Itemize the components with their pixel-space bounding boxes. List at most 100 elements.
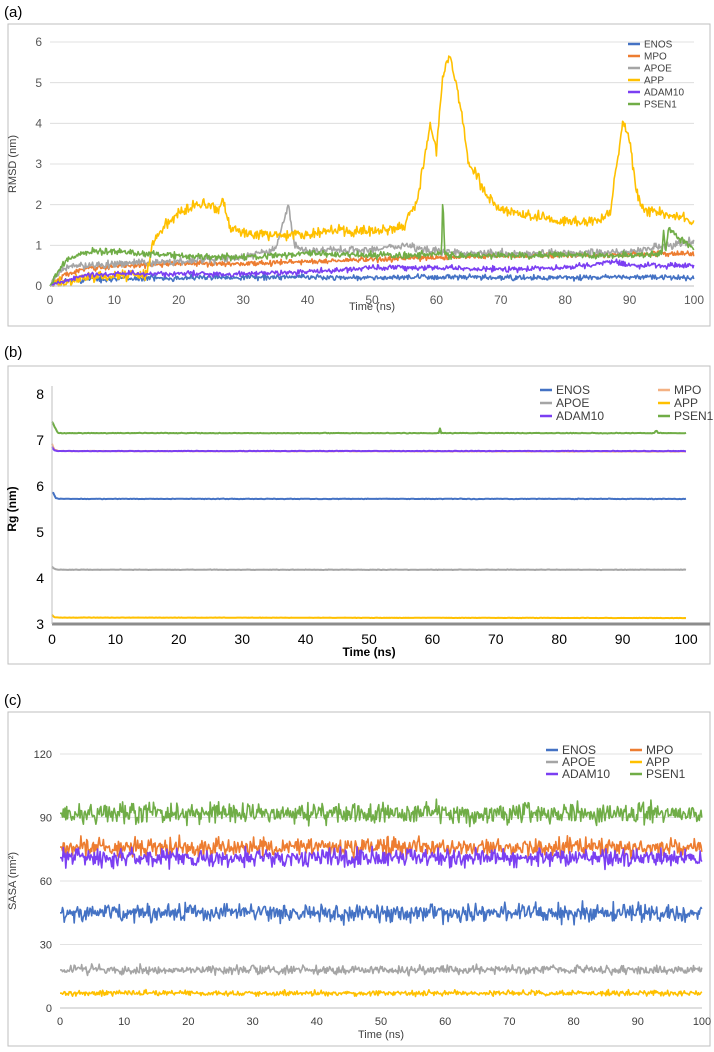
series-line-apoe bbox=[59, 963, 703, 977]
chart-frame bbox=[7, 23, 711, 327]
x-tick-label: 80 bbox=[551, 631, 567, 647]
series-line-enos bbox=[59, 900, 703, 926]
y-tick-label: 3 bbox=[36, 616, 44, 632]
legend-label-mpo: MPO bbox=[644, 52, 667, 63]
x-tick-label: 50 bbox=[361, 631, 377, 647]
y-tick-label: 3 bbox=[35, 157, 42, 171]
y-tick-label: 4 bbox=[36, 570, 44, 586]
series-line-apoe bbox=[51, 565, 687, 572]
y-tick-label: 1 bbox=[35, 239, 42, 253]
legend-label-mpo: MPO bbox=[674, 383, 701, 397]
y-axis-title: Rg (nm) bbox=[5, 486, 19, 531]
x-tick-label: 100 bbox=[684, 293, 704, 307]
series-line-psen1 bbox=[49, 203, 695, 287]
x-tick-label: 70 bbox=[503, 1016, 515, 1028]
x-tick-label: 0 bbox=[48, 631, 56, 647]
x-tick-label: 30 bbox=[234, 631, 250, 647]
legend-label-app: APP bbox=[646, 755, 670, 769]
x-tick-label: 40 bbox=[301, 293, 315, 307]
x-tick-label: 60 bbox=[425, 631, 441, 647]
legend-label-enos: ENOS bbox=[562, 743, 596, 757]
series-lines bbox=[51, 421, 687, 620]
y-tick-label: 30 bbox=[40, 939, 52, 951]
y-axis: 3 4 5 6 7 8 bbox=[36, 386, 53, 632]
legend-label-adam10: ADAM10 bbox=[556, 409, 604, 423]
x-axis-title: Time (ns) bbox=[349, 301, 395, 313]
grid-lines bbox=[50, 41, 694, 246]
y-tick-label: 120 bbox=[34, 749, 52, 761]
series-line-app bbox=[49, 55, 695, 287]
x-tick-label: 80 bbox=[567, 1016, 579, 1028]
legend-label-enos: ENOS bbox=[644, 40, 673, 51]
y-tick-label: 6 bbox=[36, 478, 44, 494]
series-line-psen1 bbox=[51, 421, 687, 435]
x-tick-label: 50 bbox=[375, 1016, 387, 1028]
y-tick-label: 5 bbox=[35, 76, 42, 90]
x-tick-label: 90 bbox=[623, 293, 637, 307]
legend-label-app: APP bbox=[644, 76, 664, 87]
x-tick-label: 20 bbox=[171, 631, 187, 647]
y-tick-label: 60 bbox=[40, 876, 52, 888]
series-line-app bbox=[59, 988, 703, 998]
y-tick-label: 6 bbox=[35, 35, 42, 49]
x-axis: 0 10 20 30 40 50 60 70 80 90 100 bbox=[57, 1007, 711, 1028]
legend-label-adam10: ADAM10 bbox=[562, 767, 610, 781]
series-line-enos bbox=[52, 491, 687, 501]
legend-label-apoe: APOE bbox=[644, 64, 672, 75]
x-tick-label: 100 bbox=[674, 631, 698, 647]
y-axis: 0 30 60 90 120 bbox=[34, 749, 52, 1015]
y-tick-label: 7 bbox=[36, 432, 44, 448]
y-tick-label: 8 bbox=[36, 386, 44, 402]
series-line-psen1 bbox=[59, 798, 703, 828]
series-line-apoe bbox=[49, 204, 695, 287]
y-tick-label: 0 bbox=[35, 279, 42, 293]
y-tick-label: 4 bbox=[35, 117, 42, 131]
x-tick-label: 10 bbox=[108, 631, 124, 647]
x-tick-label: 90 bbox=[632, 1016, 644, 1028]
y-axis: 0 1 2 3 4 5 6 bbox=[35, 35, 42, 293]
x-tick-label: 100 bbox=[693, 1016, 711, 1028]
x-tick-label: 30 bbox=[237, 293, 251, 307]
x-tick-label: 10 bbox=[108, 293, 122, 307]
x-axis-title: Time (ns) bbox=[358, 1029, 404, 1041]
x-tick-label: 90 bbox=[615, 631, 631, 647]
series-line-enos bbox=[49, 273, 695, 287]
y-tick-label: 2 bbox=[35, 198, 42, 212]
x-axis: 0 10 20 30 40 50 60 70 80 90 100 bbox=[47, 285, 704, 307]
x-tick-label: 40 bbox=[298, 631, 314, 647]
legend-label-psen1: PSEN1 bbox=[674, 409, 714, 423]
x-tick-label: 80 bbox=[559, 293, 573, 307]
x-tick-label: 60 bbox=[439, 1016, 451, 1028]
series-line-adam10 bbox=[51, 446, 687, 453]
x-tick-label: 20 bbox=[182, 1016, 194, 1028]
series-line-adam10 bbox=[59, 845, 703, 871]
legend-label-psen1: PSEN1 bbox=[644, 100, 677, 111]
series-line-adam10 bbox=[49, 258, 695, 287]
chart-frame bbox=[7, 365, 711, 665]
y-axis-title: SASA (nm²) bbox=[7, 852, 19, 910]
y-tick-label: 5 bbox=[36, 524, 44, 540]
x-tick-label: 60 bbox=[430, 293, 444, 307]
legend-label-psen1: PSEN1 bbox=[646, 767, 686, 781]
y-tick-label: 90 bbox=[40, 812, 52, 824]
series-line-mpo bbox=[59, 834, 703, 860]
y-axis-title: RMSD (nm) bbox=[7, 135, 19, 193]
x-tick-label: 30 bbox=[246, 1016, 258, 1028]
x-tick-label: 70 bbox=[488, 631, 504, 647]
series-lines bbox=[59, 798, 703, 998]
panel-b-label: (b) bbox=[4, 344, 23, 361]
legend-label-mpo: MPO bbox=[646, 743, 673, 757]
x-axis: 0 10 20 30 40 50 60 70 80 90 100 bbox=[48, 622, 710, 647]
x-tick-label: 70 bbox=[494, 293, 508, 307]
x-tick-label: 10 bbox=[118, 1016, 130, 1028]
x-tick-label: 20 bbox=[172, 293, 186, 307]
legend-label-apoe: APOE bbox=[556, 396, 589, 410]
series-lines bbox=[49, 55, 695, 287]
x-tick-label: 0 bbox=[47, 293, 54, 307]
x-tick-label: 50 bbox=[365, 293, 379, 307]
x-tick-label: 40 bbox=[311, 1016, 323, 1028]
